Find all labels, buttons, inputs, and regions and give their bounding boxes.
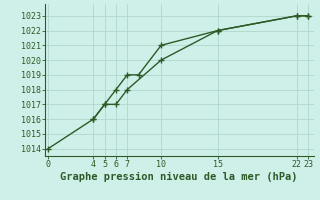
X-axis label: Graphe pression niveau de la mer (hPa): Graphe pression niveau de la mer (hPa) [60,172,298,182]
